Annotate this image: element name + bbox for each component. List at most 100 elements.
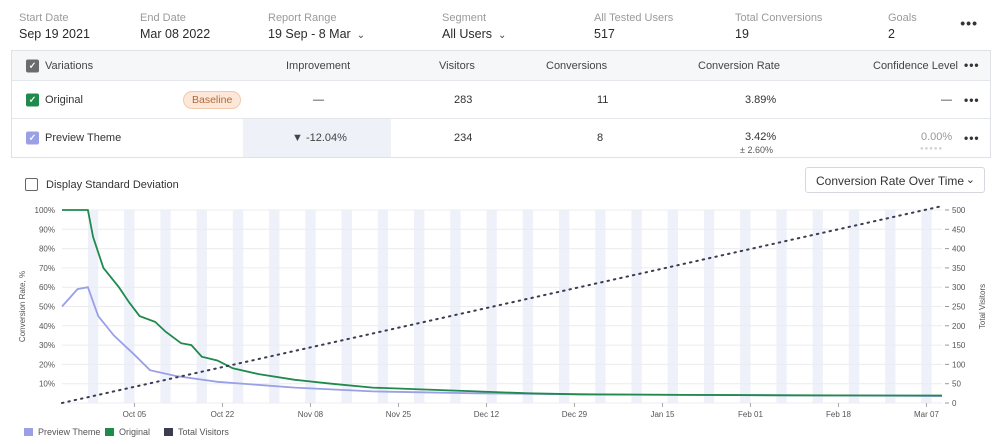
chart-type-value: Conversion Rate Over Time [816,174,965,188]
row-more-icon[interactable]: ••• [964,131,980,145]
visitors-value: 283 [454,93,473,106]
goals-stat: Goals 2 [888,12,917,41]
right-axis-title: Total Visitors [978,284,987,329]
visitors-header: Visitors [439,60,475,72]
segment-value: All Users [442,27,493,41]
table-row: ✓ Preview Theme ▼ -12.04% 234 8 3.42% ± … [12,119,990,157]
header-more-icon[interactable]: ••• [964,58,980,72]
left-axis-title: Conversion Rate, % [18,271,27,342]
baseline-badge: Baseline [183,90,242,109]
select-all-checkbox[interactable]: ✓ [26,59,39,73]
stat-value: 2 [888,27,895,41]
right-tick-label: 450 [952,225,966,234]
visitors-value: 234 [454,132,473,144]
right-tick-label: 400 [952,245,966,254]
x-tick-label: Jan 15 [650,410,675,419]
stat-label: All Tested Users [594,12,674,24]
x-tick-label: Feb 18 [826,410,851,419]
stat-value: Sep 19 2021 [19,27,90,41]
left-tick-label: 90% [39,225,55,234]
confidence-level-header: Confidence Level [873,60,959,72]
display-sd-checkbox[interactable] [25,178,38,191]
row-more-icon[interactable]: ••• [964,93,980,107]
legend-item[interactable]: Original [105,427,150,437]
right-tick-label: 150 [952,341,966,350]
report-range-value: 19 Sep - 8 Mar [268,27,351,41]
stat-label: Start Date [19,12,69,24]
confidence-dots: ●●●●● [920,146,944,152]
more-options-icon[interactable]: ••• [960,15,978,31]
stat-label: End Date [140,12,186,24]
stat-value: 19 [735,27,749,41]
chevron-down-icon: ⌄ [356,30,366,41]
right-tick-label: 200 [952,322,966,331]
right-tick-label: 0 [952,399,957,408]
confidence-value: 0.00% [921,131,953,143]
conversions-value: 11 [597,93,609,106]
right-tick-label: 100 [952,360,966,369]
conversion-rate-value: 3.42% [745,131,777,143]
variations-table: ✓ Variations Improvement Visitors Conver… [11,50,991,158]
x-tick-label: Dec 29 [562,410,588,419]
legend-item[interactable]: Preview Theme [24,427,100,437]
chevron-down-icon: ⌄ [498,30,507,41]
table-row: ✓ Original Baseline — 283 11 3.89% — ••• [12,81,990,119]
stat-label: Goals [888,12,917,24]
end-date-stat: End Date Mar 08 2022 [140,12,210,41]
conversion-rate-value: 3.89% [745,93,777,106]
right-tick-label: 50 [952,380,961,389]
conversions-header: Conversions [546,60,608,72]
variations-header: Variations [45,60,94,72]
series-line-total-visitors [61,205,943,404]
x-tick-label: Mar 07 [914,410,939,419]
conversion-rate-chart: 100%90%80%70%60%50%40%30%20%10%500450400… [18,205,987,419]
stats-bar: Start Date Sep 19 2021 End Date Mar 08 2… [0,0,1000,50]
improvement-cell: ▼ -12.04% [243,119,391,157]
right-tick-label: 300 [952,283,966,292]
left-tick-label: 20% [39,360,55,369]
left-tick-label: 50% [39,303,55,312]
x-tick-label: Oct 22 [211,410,235,419]
conversion-rate-header: Conversion Rate [698,60,780,72]
start-date-stat: Start Date Sep 19 2021 [19,12,90,41]
stat-label: Segment [442,12,487,24]
chart-type-select[interactable]: Conversion Rate Over Time ⌄ [805,167,985,193]
stat-value: Mar 08 2022 [140,27,211,41]
preview-theme-checkbox[interactable]: ✓ [26,131,39,145]
stat-label: Report Range [268,12,337,24]
left-tick-label: 80% [39,245,55,254]
stat-value: 517 [594,27,615,41]
legend-label: Total Visitors [178,427,229,437]
improvement-value: — [313,93,324,106]
stat-label: Total Conversions [735,12,823,24]
legend-label: Original [119,427,151,437]
table-header: ✓ Variations Improvement Visitors Conver… [12,51,990,81]
report-range-stat[interactable]: Report Range 19 Sep - 8 Mar ⌄ [268,12,365,43]
right-tick-label: 500 [952,206,966,215]
segment-select[interactable]: All Users ⌄ [442,27,506,43]
left-tick-label: 70% [39,264,55,273]
left-tick-label: 10% [39,380,55,389]
variation-name: Preview Theme [45,132,122,144]
conversions-value: 8 [597,132,604,144]
x-tick-label: Nov 08 [298,410,324,419]
series-line-preview-theme [61,286,943,397]
improvement-header: Improvement [286,60,351,72]
x-tick-label: Feb 01 [738,410,763,419]
right-tick-label: 350 [952,264,966,273]
legend-swatch [164,428,173,436]
x-tick-label: Oct 05 [123,410,147,419]
segment-stat[interactable]: Segment All Users ⌄ [442,12,506,43]
legend-item[interactable]: Total Visitors [164,427,229,437]
report-range-select[interactable]: 19 Sep - 8 Mar ⌄ [268,27,365,43]
conversion-rate-sd: ± 2.60% [740,145,773,155]
confidence-value: — [941,93,952,106]
left-tick-label: 100% [35,206,55,215]
left-tick-label: 60% [39,283,55,292]
variation-name: Original [45,93,83,106]
original-checkbox[interactable]: ✓ [26,93,39,106]
legend-label: Preview Theme [38,427,101,437]
chevron-down-icon: ⌄ [965,174,975,186]
total-conversions-stat: Total Conversions 19 [735,12,822,41]
x-tick-label: Nov 25 [386,410,412,419]
